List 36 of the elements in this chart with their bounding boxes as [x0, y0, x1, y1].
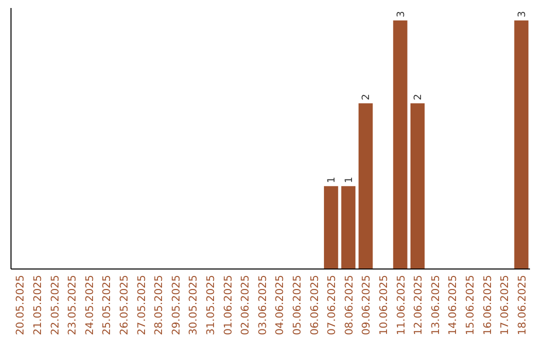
x-tick-label: 01.06.2025	[222, 275, 234, 336]
x-tick-label: 30.05.2025	[188, 275, 200, 336]
x-tick-label: 17.06.2025	[499, 275, 512, 336]
x-tick-label: 31.05.2025	[204, 275, 217, 336]
data-label: 3	[516, 11, 528, 18]
x-tick-label: 26.05.2025	[118, 275, 130, 336]
x-tick-label: 10.06.2025	[378, 275, 390, 336]
x-tick-label: 21.05.2025	[32, 275, 44, 336]
x-tick-label: 07.06.2025	[326, 275, 338, 336]
data-label: 2	[413, 94, 424, 100]
x-tick-label: 04.06.2025	[274, 275, 286, 336]
x-tick-label: 29.05.2025	[170, 275, 182, 336]
x-tick-label: 27.05.2025	[136, 275, 148, 336]
x-tick-label: 09.06.2025	[360, 275, 373, 336]
x-tick-label: 15.06.2025	[464, 275, 476, 336]
data-label: 3	[396, 11, 407, 18]
x-tick-label: 13.06.2025	[430, 275, 442, 336]
x-tick-label: 14.06.2025	[447, 275, 460, 336]
data-label: 1	[344, 176, 355, 184]
x-tick-label: 03.06.2025	[256, 275, 269, 336]
x-tick-label: 20.05.2025	[14, 275, 27, 336]
x-tick-label: 05.06.2025	[291, 275, 304, 336]
data-label: 2	[361, 94, 372, 100]
x-tick-label: 11.06.2025	[395, 275, 408, 336]
x-tick-label: 25.05.2025	[101, 275, 114, 336]
x-tick-label: 28.05.2025	[153, 275, 166, 336]
data-label: 1	[326, 176, 338, 184]
x-tick-label: 02.06.2025	[240, 275, 252, 336]
x-tick-label: 23.05.2025	[66, 275, 79, 336]
x-tick-label: 16.06.2025	[482, 275, 494, 336]
x-tick-label: 06.06.2025	[308, 275, 321, 336]
x-tick-label: 22.05.2025	[49, 275, 62, 336]
x-tick-label: 18.06.2025	[516, 275, 528, 336]
x-tick-label: 12.06.2025	[412, 275, 425, 336]
x-tick-label: 24.05.2025	[84, 275, 96, 336]
x-tick-label: 08.06.2025	[343, 275, 356, 336]
